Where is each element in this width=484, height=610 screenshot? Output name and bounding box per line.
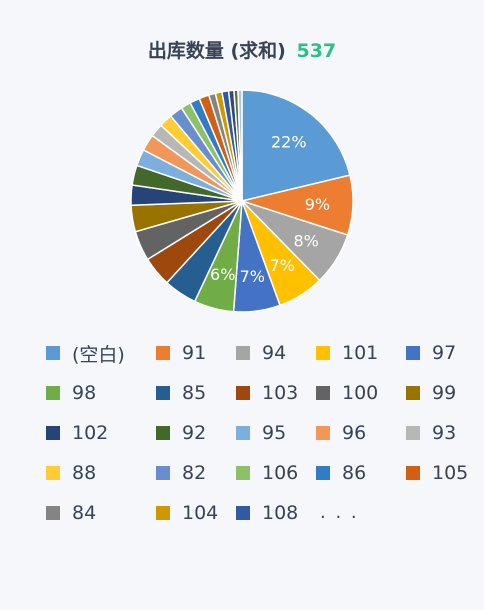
legend-swatch	[316, 386, 330, 400]
legend-swatch	[46, 466, 60, 480]
legend-swatch	[236, 506, 250, 520]
legend-swatch	[46, 386, 60, 400]
legend-item[interactable]: 86	[316, 458, 366, 488]
legend-item[interactable]: 101	[316, 338, 378, 368]
legend-item[interactable]: 108	[236, 498, 298, 528]
legend-swatch	[316, 346, 330, 360]
legend-item[interactable]: 85	[156, 378, 206, 408]
legend-item[interactable]: 98	[46, 378, 96, 408]
legend-label: 103	[262, 382, 299, 404]
legend-label: 96	[342, 422, 367, 444]
legend-swatch	[316, 466, 330, 480]
legend-swatch	[156, 466, 170, 480]
legend-item[interactable]: 105	[406, 458, 468, 488]
legend-swatch	[406, 466, 420, 480]
chart-title-text: 出库数量 (求和)	[147, 40, 286, 62]
legend-label: 95	[262, 422, 287, 444]
pie-slice-extra-25[interactable]	[237, 89, 243, 202]
legend-swatch	[156, 386, 170, 400]
chart-title: 出库数量 (求和) 537	[0, 36, 484, 63]
legend-label: 106	[262, 462, 299, 484]
legend-swatch	[46, 426, 60, 440]
legend-swatch	[156, 346, 170, 360]
legend-item[interactable]: 103	[236, 378, 298, 408]
legend-label: (空白)	[72, 343, 125, 366]
legend-swatch	[46, 346, 60, 360]
legend-item[interactable]: 99	[406, 378, 456, 408]
legend-label: 84	[72, 502, 97, 524]
legend-label: 108	[262, 502, 299, 524]
legend-item[interactable]: 104	[156, 498, 218, 528]
legend-label: 86	[342, 462, 367, 484]
pie-slice-(空白)[interactable]	[241, 89, 351, 202]
pie-data-label: 7%	[269, 256, 294, 275]
legend-item[interactable]: 97	[406, 338, 456, 368]
legend-swatch	[236, 466, 250, 480]
legend-label: 91	[182, 342, 207, 364]
chart-total: 537	[296, 40, 337, 62]
legend-item[interactable]: 95	[236, 418, 286, 448]
legend-swatch	[236, 426, 250, 440]
legend-item[interactable]: 84	[46, 498, 96, 528]
legend-swatch	[406, 386, 420, 400]
legend-label: 100	[342, 382, 379, 404]
legend-swatch	[156, 506, 170, 520]
legend-item[interactable]: 100	[316, 378, 378, 408]
legend-more-indicator[interactable]: . . .	[320, 502, 359, 523]
legend-label: 99	[432, 382, 457, 404]
legend-item[interactable]: 91	[156, 338, 206, 368]
legend-swatch	[406, 426, 420, 440]
legend-item[interactable]: 93	[406, 418, 456, 448]
legend-label: 101	[342, 342, 379, 364]
legend-item[interactable]: (空白)	[46, 338, 125, 368]
legend-label: 98	[72, 382, 97, 404]
legend-swatch	[46, 506, 60, 520]
legend-label: 82	[182, 462, 207, 484]
legend-label: 92	[182, 422, 207, 444]
legend-swatch	[406, 346, 420, 360]
pie-data-label: 7%	[240, 267, 265, 286]
legend-label: 94	[262, 342, 287, 364]
legend-swatch	[316, 426, 330, 440]
legend-item[interactable]: 102	[46, 418, 108, 448]
legend-item[interactable]: 106	[236, 458, 298, 488]
pie-data-label: 9%	[305, 195, 330, 214]
legend-label: 85	[182, 382, 207, 404]
legend-item[interactable]: 92	[156, 418, 206, 448]
legend-swatch	[236, 386, 250, 400]
legend-item[interactable]: 96	[316, 418, 366, 448]
pie-data-label: 22%	[271, 133, 307, 152]
legend-label: 93	[432, 422, 457, 444]
legend-label: 105	[432, 462, 469, 484]
legend-swatch	[156, 426, 170, 440]
legend-item[interactable]: 88	[46, 458, 96, 488]
legend-label: 97	[432, 342, 457, 364]
legend-item[interactable]: 82	[156, 458, 206, 488]
legend-swatch	[236, 346, 250, 360]
legend-item[interactable]: 94	[236, 338, 286, 368]
legend-label: 88	[72, 462, 97, 484]
pie-data-label: 8%	[293, 232, 318, 251]
pie-chart: 22% 9% 8% 7%7% 6%	[130, 89, 354, 313]
legend-label: 104	[182, 502, 219, 524]
legend-label: 102	[72, 422, 109, 444]
pie-data-label: 6%	[210, 265, 235, 284]
